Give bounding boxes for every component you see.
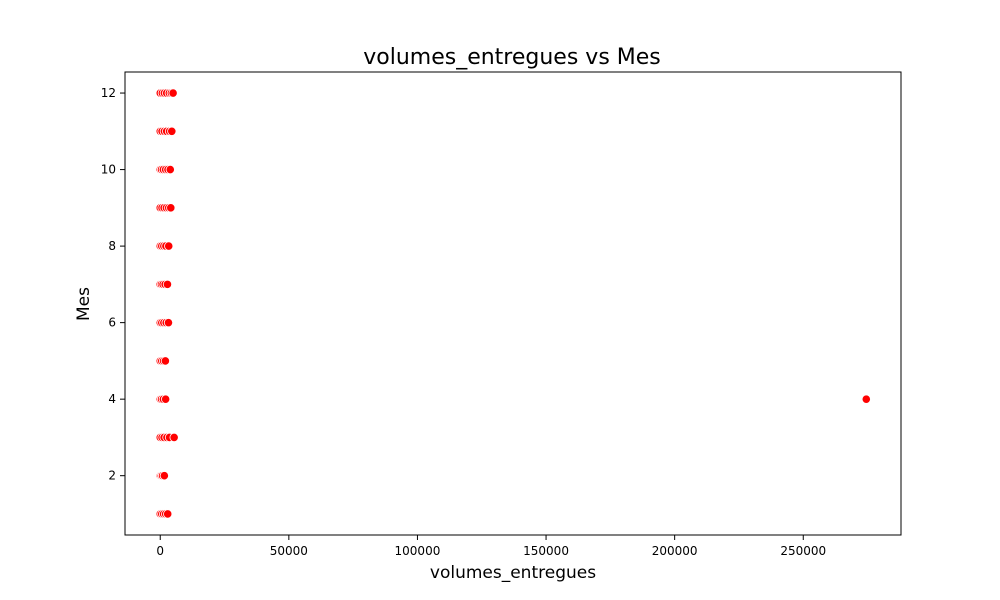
data-points	[155, 88, 871, 519]
x-tick-label: 200000	[652, 544, 698, 558]
x-tick-label: 0	[156, 544, 164, 558]
data-point	[163, 509, 173, 519]
data-point	[165, 164, 175, 175]
plot-frame	[124, 71, 902, 536]
data-point	[168, 88, 178, 98]
y-axis-label: Mes	[74, 287, 94, 321]
data-point	[169, 432, 179, 443]
data-point	[166, 203, 176, 213]
data-point	[861, 394, 871, 404]
data-point	[163, 318, 174, 328]
y-tick-label: 12	[101, 86, 116, 100]
data-point	[159, 471, 169, 481]
chart-title: volumes_entregues vs Mes	[363, 45, 661, 70]
x-tick-label: 150000	[523, 544, 569, 558]
x-tick-label: 50000	[270, 544, 308, 558]
data-point	[161, 394, 171, 404]
x-axis-ticks: 0 50000 100000 150000 200000 250000	[156, 535, 826, 558]
x-tick-label: 250000	[780, 544, 826, 558]
x-tick-label: 100000	[395, 544, 441, 558]
data-point	[167, 126, 177, 136]
y-tick-label: 2	[108, 469, 116, 483]
data-point	[162, 279, 173, 289]
y-tick-label: 6	[108, 316, 116, 330]
y-axis-ticks: 2 4 6 8 10 12	[101, 86, 125, 483]
y-tick-label: 10	[101, 163, 116, 177]
x-axis-label: volumes_entregues	[430, 563, 596, 583]
data-point	[160, 356, 170, 366]
y-tick-label: 4	[108, 392, 116, 406]
y-tick-label: 8	[108, 239, 116, 253]
data-point	[164, 241, 174, 251]
